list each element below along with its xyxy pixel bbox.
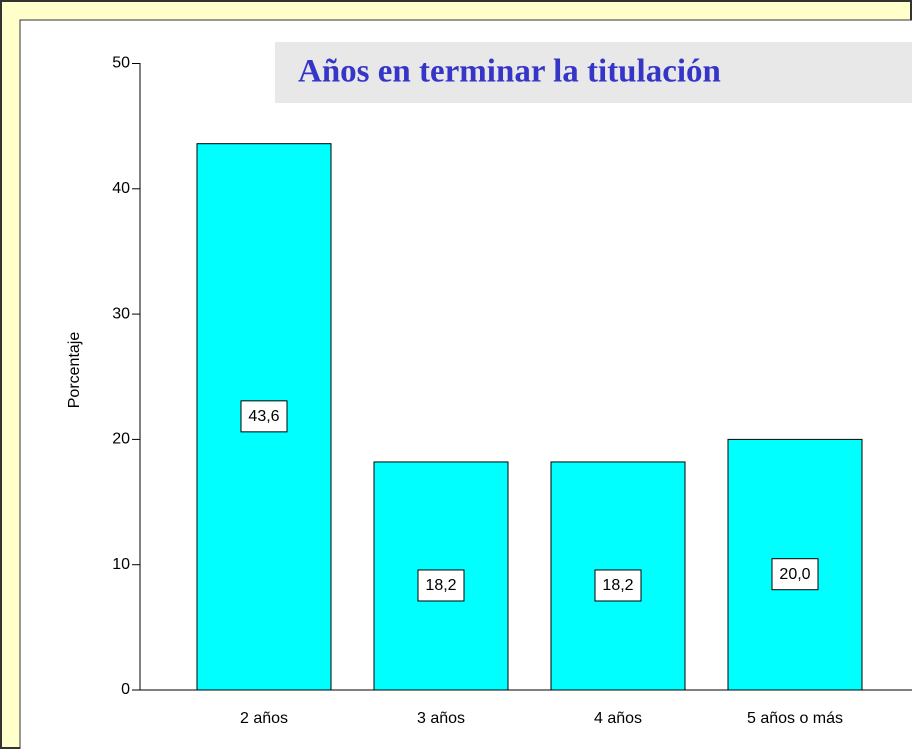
value-label-box [771, 558, 819, 591]
y-tick-label: 10 [112, 556, 130, 573]
x-tick-label: 2 años [240, 710, 288, 727]
title-box [275, 42, 912, 103]
value-label-box [417, 569, 465, 602]
x-tick-label: 4 años [594, 710, 642, 727]
y-tick-label: 0 [121, 681, 130, 698]
value-label: 18,2 [602, 577, 633, 594]
chart-title: Años en terminar la titulación [298, 54, 721, 90]
x-tick-label: 3 años [417, 710, 465, 727]
y-tick-label: 40 [112, 180, 130, 197]
y-axis-label: Porcentaje [66, 332, 83, 409]
value-label-box [594, 569, 642, 602]
y-tick-label: 50 [112, 55, 130, 72]
value-label-box [240, 400, 288, 433]
value-label: 43,6 [248, 408, 279, 425]
x-tick-label: 5 años o más [747, 710, 843, 727]
y-tick-label: 20 [112, 431, 130, 448]
y-tick-label: 30 [112, 305, 130, 322]
value-label: 20,0 [779, 566, 810, 583]
value-label: 18,2 [425, 577, 456, 594]
